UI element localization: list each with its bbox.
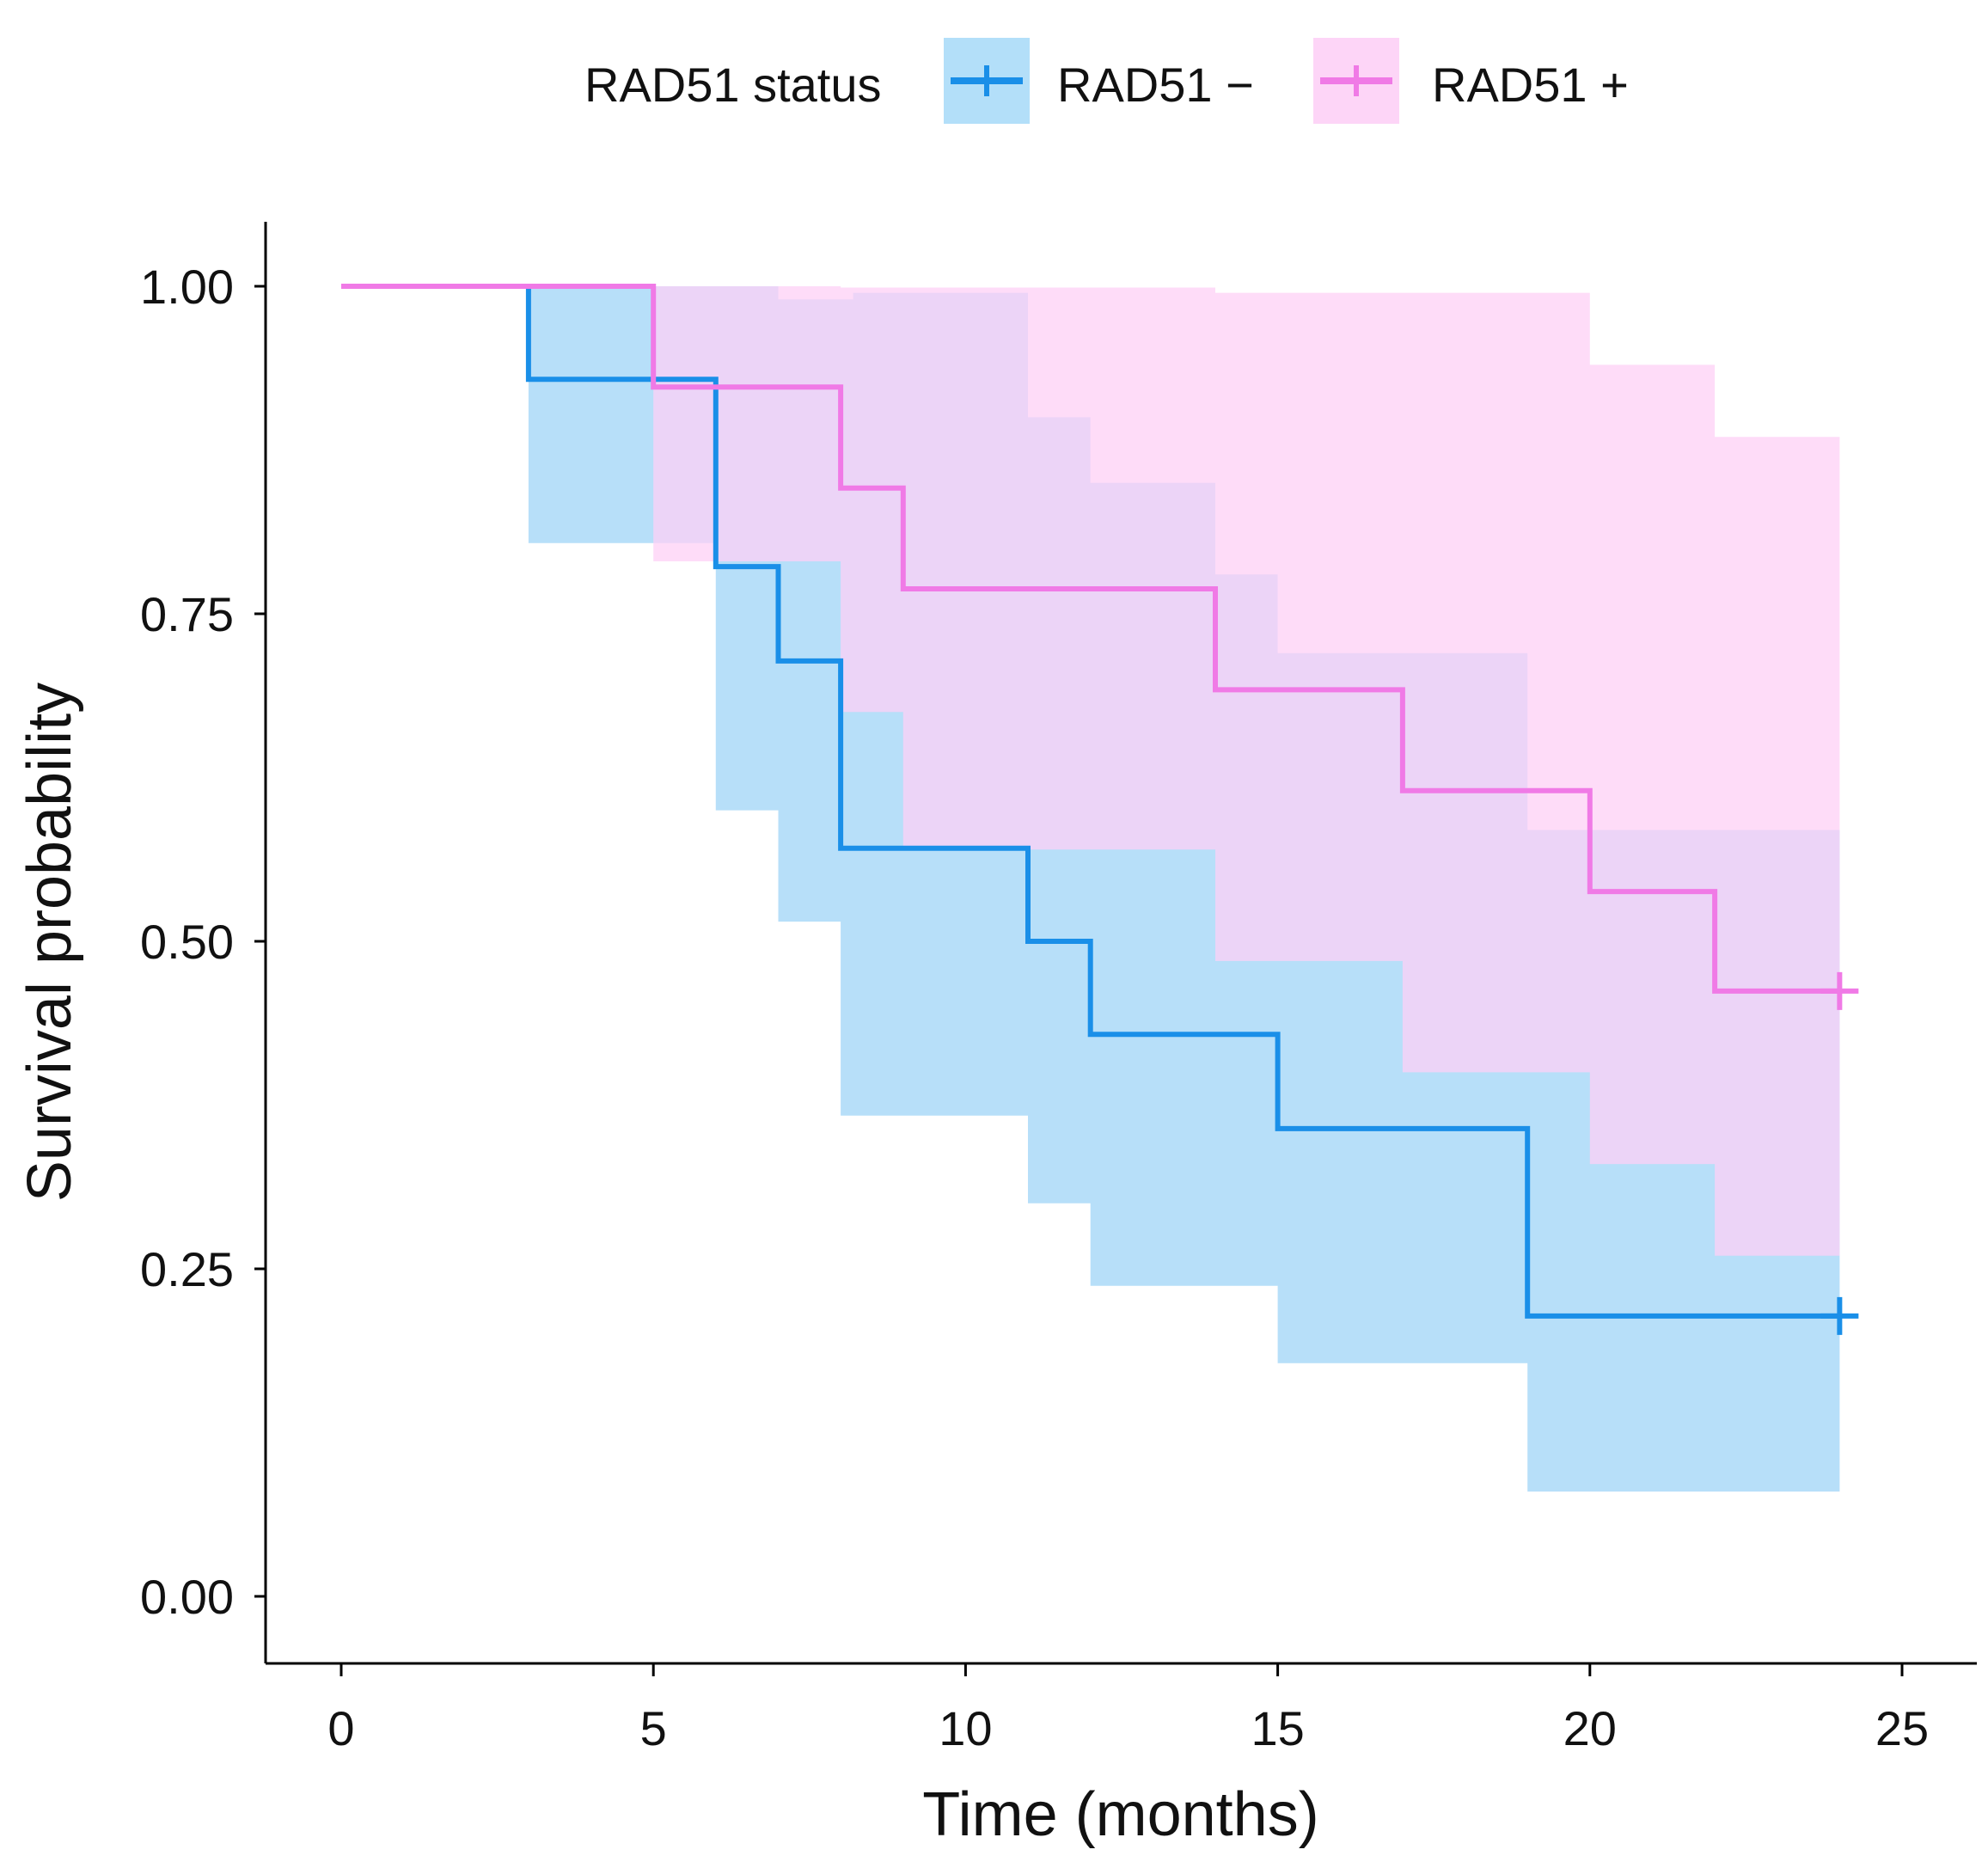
- x-ticks: 0 5 10 15 20 25: [327, 1663, 1929, 1755]
- survival-curve-rad51-pos: [341, 284, 1840, 994]
- x-tick-label: 25: [1875, 1701, 1929, 1755]
- censor-mark-rad51-pos: [1820, 971, 1859, 1010]
- confidence-bands: [341, 286, 1840, 1492]
- y-tick-label: 0.00: [140, 1570, 234, 1624]
- y-tick-label: 0.50: [140, 915, 234, 969]
- ci-band-rad51-neg: [341, 286, 1840, 1492]
- censor-marks: [1820, 971, 1859, 1335]
- x-tick-label: 0: [327, 1701, 354, 1755]
- censor-mark-rad51-neg: [1820, 1296, 1859, 1335]
- survival-curves: [341, 284, 1840, 1319]
- y-axis-title: Survival probability: [15, 683, 84, 1202]
- legend-entry-rad51-neg: RAD51 −: [944, 38, 1254, 124]
- x-tick-label: 15: [1251, 1701, 1304, 1755]
- y-tick-label: 0.75: [140, 587, 234, 641]
- y-tick-label: 1.00: [140, 260, 234, 314]
- x-tick-label: 20: [1563, 1701, 1617, 1755]
- legend-entry-rad51-pos: RAD51 +: [1313, 38, 1629, 124]
- y-tick-label: 0.25: [140, 1242, 234, 1296]
- x-axis-title: Time (months): [922, 1780, 1318, 1849]
- legend: RAD51 status RAD51 − RAD51 +: [584, 38, 1629, 124]
- legend-title: RAD51 status: [584, 58, 882, 112]
- x-tick-label: 10: [939, 1701, 992, 1755]
- survival-curve-rad51-neg: [341, 284, 1840, 1319]
- legend-label-rad51-neg: RAD51 −: [1057, 58, 1254, 112]
- y-ticks: 0.00 0.25 0.50 0.75 1.00: [140, 260, 266, 1624]
- legend-label-rad51-pos: RAD51 +: [1432, 58, 1629, 112]
- x-tick-label: 5: [640, 1701, 667, 1755]
